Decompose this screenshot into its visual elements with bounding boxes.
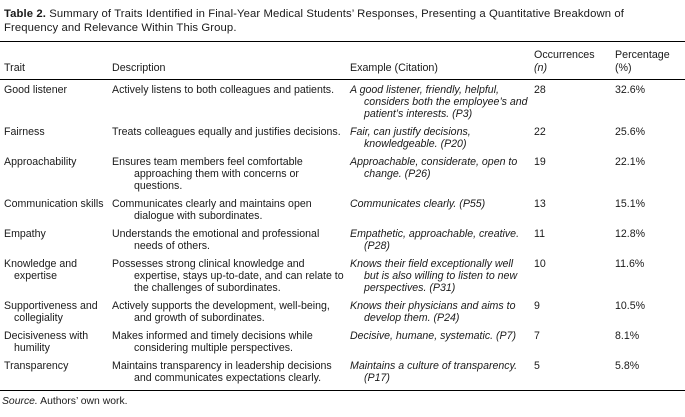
description-cell: Communicates clearly and maintains open … bbox=[112, 198, 312, 222]
occurrences-cell: 7 bbox=[534, 330, 540, 342]
percentage-cell: 10.5% bbox=[615, 300, 646, 312]
trait-cell: Communication skills bbox=[4, 198, 104, 210]
column-header-description-label: Description bbox=[112, 61, 166, 74]
description-cell: Maintains transparency in leadership dec… bbox=[112, 360, 332, 384]
header-row: Trait Description Example (Citation) Occ… bbox=[0, 41, 685, 80]
column-header-occurrences: Occurrences (n) bbox=[534, 41, 615, 80]
column-header-percentage: Percentage (%) bbox=[615, 41, 685, 80]
example-cell: Knows their physicians and aims to devel… bbox=[350, 300, 516, 324]
example-cell: Communicates clearly. (P55) bbox=[350, 198, 486, 210]
table-row: Empathy Understands the emotional and pr… bbox=[0, 228, 685, 258]
description-cell: Understands the emotional and profession… bbox=[112, 228, 320, 252]
example-cell: Fair, can justify decisions, knowledgeab… bbox=[350, 126, 471, 150]
column-header-example: Example (Citation) bbox=[350, 41, 534, 80]
table-figure: Table 2. Summary of Traits Identified in… bbox=[0, 5, 685, 408]
percentage-cell: 15.1% bbox=[615, 198, 646, 210]
description-cell: Actively listens to both colleagues and … bbox=[112, 84, 335, 96]
trait-cell: Decisiveness with humility bbox=[4, 330, 89, 354]
trait-cell: Approachability bbox=[4, 156, 77, 168]
table-body: Good listener Actively listens to both c… bbox=[0, 80, 685, 391]
trait-cell: Good listener bbox=[4, 84, 68, 96]
table-row: Communication skills Communicates clearl… bbox=[0, 198, 685, 228]
table-row: Decisiveness with humility Makes informe… bbox=[0, 330, 685, 360]
example-cell: Empathetic, approachable, creative. (P28… bbox=[350, 228, 520, 252]
percentage-cell: 25.6% bbox=[615, 126, 646, 138]
column-header-occurrences-unit: (n) bbox=[534, 61, 548, 74]
column-header-trait: Trait bbox=[0, 41, 112, 80]
table-row: Knowledge and expertise Possesses strong… bbox=[0, 258, 685, 300]
example-cell: Maintains a culture of transparency. (P1… bbox=[350, 360, 518, 384]
example-cell: Decisive, humane, systematic. (P7) bbox=[350, 330, 517, 342]
table-row: Fairness Treats colleagues equally and j… bbox=[0, 126, 685, 156]
source-text: Authors’ own work. bbox=[40, 396, 128, 407]
trait-cell: Knowledge and expertise bbox=[4, 258, 78, 282]
example-cell: A good listener, friendly, helpful, cons… bbox=[350, 84, 528, 120]
table-row: Approachability Ensures team members fee… bbox=[0, 156, 685, 198]
column-header-description: Description bbox=[112, 41, 350, 80]
occurrences-cell: 11 bbox=[534, 228, 545, 240]
trait-cell: Fairness bbox=[4, 126, 45, 138]
column-header-example-label: Example (Citation) bbox=[350, 61, 438, 74]
trait-cell: Empathy bbox=[4, 228, 46, 240]
occurrences-cell: 22 bbox=[534, 126, 546, 138]
occurrences-cell: 19 bbox=[534, 156, 546, 168]
table-row: Supportiveness and collegiality Actively… bbox=[0, 300, 685, 330]
column-header-percentage-unit: (%) bbox=[615, 61, 632, 74]
description-cell: Actively supports the development, well-… bbox=[112, 300, 330, 324]
description-cell: Ensures team members feel comfortable ap… bbox=[112, 156, 303, 192]
occurrences-cell: 10 bbox=[534, 258, 546, 270]
table-caption-text: Summary of Traits Identified in Final-Ye… bbox=[4, 8, 624, 34]
source-note: Source. Authors’ own work. bbox=[0, 396, 685, 408]
occurrences-cell: 13 bbox=[534, 198, 546, 210]
example-cell: Knows their field exceptionally well but… bbox=[350, 258, 518, 294]
percentage-cell: 32.6% bbox=[615, 84, 646, 96]
percentage-cell: 12.8% bbox=[615, 228, 646, 240]
column-header-trait-label: Trait bbox=[4, 61, 25, 74]
description-cell: Possesses strong clinical knowledge and … bbox=[112, 258, 344, 294]
percentage-cell: 22.1% bbox=[615, 156, 646, 168]
description-cell: Treats colleagues equally and justifies … bbox=[112, 126, 341, 138]
percentage-cell: 5.8% bbox=[615, 360, 640, 372]
percentage-cell: 8.1% bbox=[615, 330, 640, 342]
trait-cell: Transparency bbox=[4, 360, 69, 372]
traits-table: Trait Description Example (Citation) Occ… bbox=[0, 41, 685, 391]
percentage-cell: 11.6% bbox=[615, 258, 645, 270]
example-cell: Approachable, considerate, open to chang… bbox=[350, 156, 518, 180]
table-row: Good listener Actively listens to both c… bbox=[0, 80, 685, 127]
table-header: Trait Description Example (Citation) Occ… bbox=[0, 41, 685, 80]
occurrences-cell: 9 bbox=[534, 300, 540, 312]
occurrences-cell: 28 bbox=[534, 84, 546, 96]
column-header-percentage-label: Percentage bbox=[615, 49, 670, 61]
description-cell: Makes informed and timely decisions whil… bbox=[112, 330, 313, 354]
table-caption: Table 2. Summary of Traits Identified in… bbox=[0, 5, 685, 35]
trait-cell: Supportiveness and collegiality bbox=[4, 300, 98, 324]
source-label: Source. bbox=[2, 396, 38, 407]
occurrences-cell: 5 bbox=[534, 360, 540, 372]
table-row: Transparency Maintains transparency in l… bbox=[0, 360, 685, 391]
column-header-occurrences-label: Occurrences bbox=[534, 49, 595, 61]
table-number-label: Table 2. bbox=[4, 8, 47, 20]
